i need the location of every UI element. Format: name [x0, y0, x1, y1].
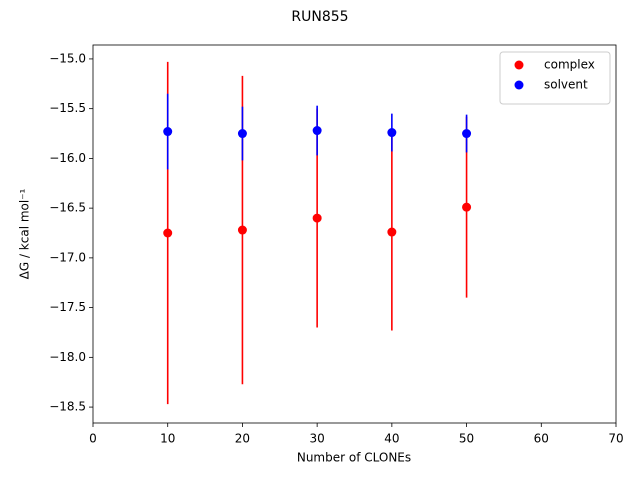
x-tick-label: 60 — [534, 432, 549, 446]
y-axis-label: ΔG / kcal mol⁻¹ — [18, 188, 32, 279]
x-axis-label: Number of CLONEs — [297, 451, 411, 465]
x-tick-label: 50 — [459, 432, 474, 446]
marker — [312, 126, 322, 136]
chart-title: RUN855 — [291, 9, 348, 25]
y-tick-label: −15.0 — [49, 51, 86, 65]
marker — [163, 228, 173, 238]
marker — [237, 129, 247, 139]
y-tick-label: −17.0 — [49, 250, 86, 264]
y-tick-label: −17.5 — [49, 300, 86, 314]
legend-box — [499, 51, 611, 105]
y-tick-label: −18.5 — [49, 400, 86, 414]
x-tick-label: 20 — [235, 432, 250, 446]
axes-frame — [92, 44, 617, 424]
legend-label: complex — [544, 58, 595, 72]
y-tick-label: −15.5 — [49, 101, 86, 115]
marker — [462, 202, 472, 212]
x-tick-label: 40 — [384, 432, 399, 446]
x-tick-label: 10 — [160, 432, 175, 446]
legend-marker — [514, 60, 524, 70]
y-tick-label: −16.0 — [49, 151, 86, 165]
marker — [163, 127, 173, 137]
y-tick-label: −16.5 — [49, 201, 86, 215]
x-tick-label: 70 — [608, 432, 623, 446]
x-tick-label: 0 — [89, 432, 97, 446]
marker — [387, 227, 397, 237]
x-tick-label: 30 — [310, 432, 325, 446]
marker — [237, 225, 247, 235]
marker — [387, 128, 397, 138]
legend-marker — [514, 80, 524, 90]
legend-label: solvent — [544, 78, 588, 92]
marker — [462, 129, 472, 139]
marker — [312, 213, 322, 223]
y-tick-label: −18.0 — [49, 350, 86, 364]
